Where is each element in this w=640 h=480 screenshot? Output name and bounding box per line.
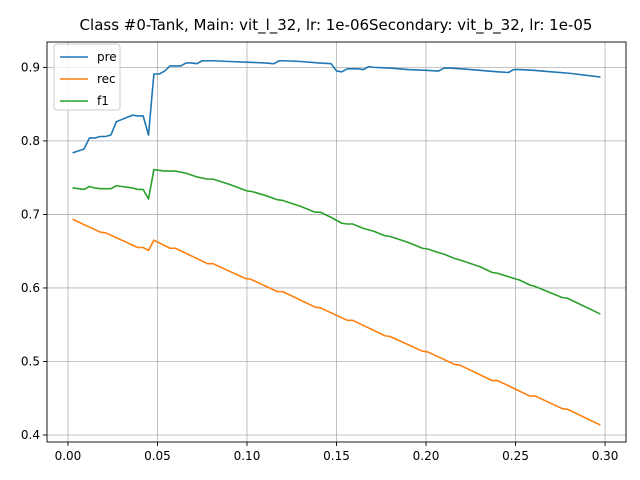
y-tick-label: 0.4 <box>21 428 40 442</box>
x-tick-label: 0.30 <box>592 449 619 463</box>
legend-label-pre: pre <box>97 50 117 64</box>
series-line-pre <box>72 59 601 154</box>
y-tick-label: 0.8 <box>21 134 40 148</box>
x-tick-label: 0.00 <box>55 449 82 463</box>
y-tick-label: 0.9 <box>21 60 40 74</box>
x-tick-label: 0.10 <box>234 449 261 463</box>
y-tick-label: 0.7 <box>21 207 40 221</box>
y-tick-label: 0.6 <box>21 281 40 295</box>
x-tick-label: 0.05 <box>144 449 171 463</box>
legend-box <box>53 43 121 111</box>
x-tick-label: 0.15 <box>323 449 350 463</box>
x-tick-label: 0.25 <box>502 449 529 463</box>
series-line-f1 <box>72 168 601 315</box>
legend-label-rec: rec <box>97 72 116 86</box>
chart-title: Class #0-Tank, Main: vit_l_32, lr: 1e-06… <box>80 16 593 35</box>
y-tick-label: 0.5 <box>21 354 40 368</box>
legend: pre rec f1 <box>53 43 121 111</box>
series-lines <box>72 59 601 426</box>
series-line-rec <box>72 218 601 426</box>
axes: 0.00 0.05 0.10 0.15 0.20 0.25 0.30 0.4 0.5 0.6 0.7… <box>21 41 627 463</box>
x-tick-label: 0.20 <box>413 449 440 463</box>
legend-label-f1: f1 <box>97 94 109 108</box>
